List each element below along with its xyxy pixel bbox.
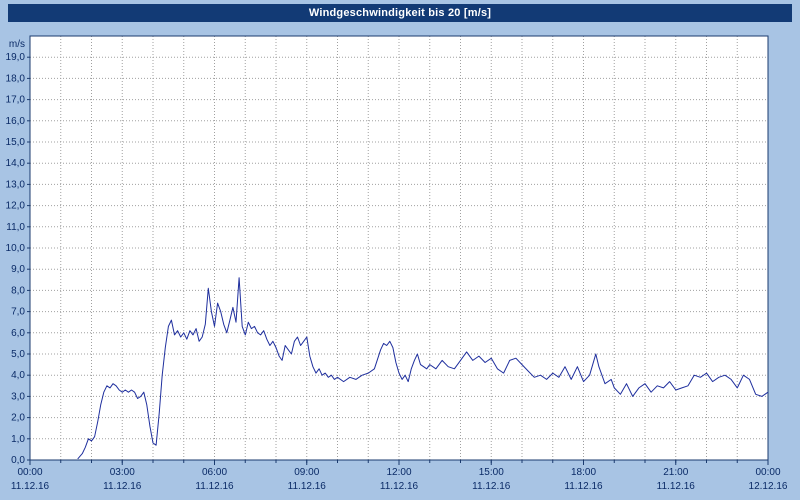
x-tick-date-label: 11.12.16 <box>564 481 603 492</box>
chart-title: Windgeschwindigkeit bis 20 [m/s] <box>308 7 492 19</box>
x-tick-time-label: 15:00 <box>479 467 504 478</box>
y-tick-label: 19,0 <box>6 52 26 63</box>
x-tick-date-label: 12.12.16 <box>749 481 788 492</box>
y-tick-label: 18,0 <box>6 73 26 84</box>
y-tick-label: 7,0 <box>11 307 25 318</box>
x-tick-date-label: 11.12.16 <box>11 481 50 492</box>
y-tick-label: 14,0 <box>6 158 26 169</box>
y-tick-label: 2,0 <box>11 413 25 424</box>
x-tick-time-label: 09:00 <box>294 467 319 478</box>
x-tick-time-label: 21:00 <box>663 467 688 478</box>
x-tick-date-label: 11.12.16 <box>472 481 511 492</box>
y-tick-label: 11,0 <box>6 222 25 233</box>
x-tick-date-label: 11.12.16 <box>288 481 327 492</box>
y-tick-label: 0,0 <box>11 455 25 466</box>
x-tick-time-label: 06:00 <box>202 467 227 478</box>
wind-speed-line <box>77 277 769 460</box>
y-tick-label: 9,0 <box>11 264 25 275</box>
x-tick-date-label: 11.12.16 <box>195 481 234 492</box>
y-tick-label: 15,0 <box>6 137 26 148</box>
x-tick-time-label: 03:00 <box>110 467 135 478</box>
y-tick-label: 13,0 <box>6 179 26 190</box>
y-axis-unit-label: m/s <box>9 39 25 50</box>
y-tick-label: 3,0 <box>11 391 25 402</box>
y-tick-label: 16,0 <box>6 116 26 127</box>
x-tick-date-label: 11.12.16 <box>380 481 419 492</box>
x-tick-date-label: 11.12.16 <box>657 481 696 492</box>
y-tick-label: 6,0 <box>11 328 25 339</box>
x-tick-date-label: 11.12.16 <box>103 481 142 492</box>
x-tick-time-label: 00:00 <box>755 467 780 478</box>
y-tick-label: 4,0 <box>11 370 25 381</box>
chart-title-bar: Windgeschwindigkeit bis 20 [m/s] <box>8 4 792 22</box>
x-tick-time-label: 00:00 <box>17 467 42 478</box>
y-tick-label: 8,0 <box>11 285 25 296</box>
y-tick-label: 5,0 <box>11 349 25 360</box>
y-tick-label: 17,0 <box>6 95 26 106</box>
x-tick-time-label: 12:00 <box>386 467 411 478</box>
y-tick-label: 12,0 <box>6 201 26 212</box>
y-tick-label: 10,0 <box>6 243 26 254</box>
y-tick-label: 1,0 <box>11 434 25 445</box>
x-tick-time-label: 18:00 <box>571 467 596 478</box>
